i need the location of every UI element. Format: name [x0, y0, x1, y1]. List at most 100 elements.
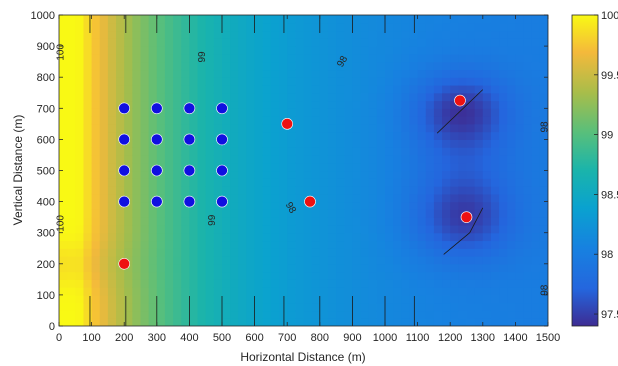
field-cell: [75, 240, 85, 249]
field-cell: [222, 217, 231, 226]
field-cell: [279, 178, 288, 187]
field-cell: [474, 131, 484, 140]
field-cell: [336, 271, 345, 280]
field-cell: [132, 170, 142, 179]
field-cell: [287, 38, 296, 47]
field-cell: [59, 162, 68, 172]
field-cell: [409, 248, 419, 257]
field-cell: [409, 287, 419, 296]
field-cell: [83, 224, 93, 234]
field-cell: [156, 178, 166, 187]
field-cell: [499, 100, 508, 109]
field-cell: [352, 217, 362, 226]
field-cell: [213, 53, 223, 63]
field-cell: [539, 84, 548, 94]
field-cell: [515, 279, 525, 288]
field-cell: [490, 61, 500, 71]
field-cell: [303, 30, 313, 39]
field-cell: [99, 310, 109, 319]
field-cell: [360, 256, 370, 265]
field-cell: [59, 248, 68, 257]
field-cell: [99, 302, 109, 312]
field-cell: [368, 209, 378, 218]
field-cell: [482, 310, 492, 319]
field-cell: [319, 92, 329, 102]
field-cell: [91, 232, 101, 242]
field-cell: [107, 108, 117, 117]
field-cell: [83, 186, 93, 195]
field-cell: [466, 100, 476, 109]
field-cell: [124, 69, 133, 78]
field-cell: [442, 271, 451, 280]
field-cell: [385, 46, 394, 55]
field-cell: [107, 217, 117, 226]
field-cell: [523, 201, 533, 210]
field-cell: [499, 92, 508, 102]
field-cell: [262, 217, 272, 226]
field-cell: [507, 139, 516, 148]
field-cell: [393, 209, 402, 218]
field-cell: [262, 310, 272, 319]
field-cell: [173, 53, 182, 63]
field-cell: [140, 302, 150, 312]
field-cell: [181, 209, 190, 218]
field-cell: [164, 53, 174, 63]
field-cell: [433, 294, 443, 304]
field-cell: [417, 77, 427, 86]
field-cell: [124, 178, 133, 187]
field-cell: [531, 69, 541, 78]
field-cell: [222, 294, 231, 304]
field-cell: [336, 131, 345, 140]
field-cell: [393, 193, 402, 203]
field-cell: [181, 263, 190, 273]
field-cell: [107, 302, 117, 312]
field-cell: [417, 147, 427, 156]
field-cell: [246, 162, 256, 172]
field-cell: [433, 209, 443, 218]
field-cell: [246, 170, 256, 179]
point-s1-2: [304, 195, 316, 208]
field-cell: [499, 287, 508, 296]
field-cell: [213, 84, 223, 94]
field-cell: [442, 116, 451, 125]
field-cell: [213, 240, 223, 249]
field-cell: [173, 154, 182, 164]
field-cell: [482, 186, 492, 195]
field-cell: [230, 186, 239, 195]
field-cell: [238, 77, 248, 86]
field-cell: [279, 279, 288, 288]
field-cell: [205, 108, 215, 117]
field-cell: [433, 53, 443, 63]
field-cell: [148, 84, 158, 94]
field-cell: [376, 294, 386, 304]
field-cell: [197, 147, 207, 156]
field-cell: [91, 263, 101, 273]
field-cell: [352, 201, 362, 210]
field-cell: [458, 139, 468, 148]
field-cell: [507, 170, 516, 179]
field-cell: [344, 131, 353, 140]
field-cell: [352, 84, 362, 94]
field-cell: [59, 108, 68, 117]
field-cell: [238, 162, 248, 172]
field-cell: [173, 263, 182, 273]
field-cell: [156, 310, 166, 319]
field-cell: [319, 302, 329, 312]
field-cell: [417, 178, 427, 187]
field-cell: [67, 46, 76, 55]
field-cell: [385, 53, 394, 63]
field-cell: [425, 232, 435, 242]
contour-label-5: 99: [207, 214, 218, 226]
field-cell: [270, 84, 280, 94]
field-cell: [116, 240, 125, 249]
field-cell: [189, 248, 199, 257]
field-cell: [385, 123, 394, 133]
field-cell: [164, 108, 174, 117]
field-cell: [401, 22, 411, 32]
contour-label-2: 98: [335, 54, 350, 70]
field-cell: [352, 38, 362, 47]
field-cell: [91, 240, 101, 249]
field-cell: [99, 178, 109, 187]
field-cell: [401, 310, 411, 319]
field-cell: [279, 294, 288, 304]
